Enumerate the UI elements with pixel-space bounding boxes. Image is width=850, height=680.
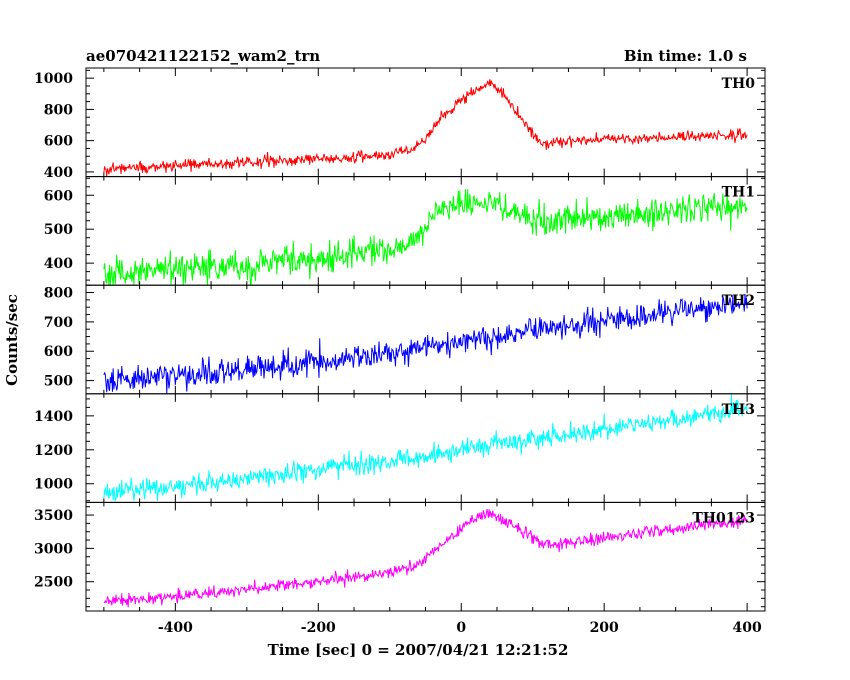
- y-tick-label: 3500: [34, 508, 73, 524]
- panel-th0: 400 600 800 1000 TH0: [34, 67, 766, 181]
- y-tick-label: 600: [44, 188, 73, 204]
- bin-time-label: Bin time: 1.0 s: [624, 47, 747, 65]
- panel-label: TH1: [722, 185, 755, 201]
- panel-label: TH3: [722, 402, 755, 418]
- y-tick-label: 2500: [34, 575, 73, 591]
- series-th1: [103, 189, 748, 286]
- y-tick-label: 1400: [34, 409, 73, 425]
- series-th0: [103, 79, 748, 177]
- panel-frame: [85, 176, 766, 286]
- series-th3: [103, 393, 748, 503]
- panel-label: TH0123: [692, 510, 755, 526]
- y-tick-label: 500: [44, 374, 73, 390]
- y-tick-label: 3000: [34, 541, 73, 557]
- chart-title: ae070421122152_wam2_trn: [86, 47, 320, 65]
- panel-frame: [85, 393, 766, 503]
- y-tick-label: 400: [44, 256, 73, 272]
- y-tick-label: 800: [44, 102, 73, 118]
- x-tick-label: -200: [301, 620, 336, 636]
- y-tick-label: 600: [44, 134, 73, 150]
- panel-label: TH0: [722, 76, 756, 92]
- panel-th1: 400 500 600 TH1: [44, 176, 766, 286]
- y-tick-label: 800: [44, 286, 73, 302]
- panels: 400 600 800 1000 TH0 400 500 600 TH1 500 600 700 800…: [34, 67, 766, 612]
- panel-th3: 1000 1200 1400 TH3: [34, 393, 766, 503]
- x-tick-label: 0: [456, 620, 466, 636]
- y-tick-label: 500: [44, 222, 73, 238]
- y-tick-label: 700: [44, 315, 73, 331]
- x-tick-label: -400: [158, 620, 193, 636]
- y-tick-label: 600: [44, 344, 73, 360]
- y-axis-label: Counts/sec: [3, 294, 21, 386]
- series-th2: [103, 293, 748, 394]
- panel-th0123: 2500 3000 3500 TH0123: [34, 501, 766, 612]
- y-tick-label: 1200: [34, 443, 73, 459]
- x-tick-labels: -400 -200 0 200 400: [158, 620, 762, 636]
- y-tick-label: 1000: [34, 71, 73, 87]
- y-tick-label: 400: [44, 165, 73, 181]
- x-tick-label: 200: [590, 620, 619, 636]
- x-axis-label: Time [sec] 0 = 2007/04/21 12:21:52: [268, 641, 569, 659]
- x-tick-label: 400: [733, 620, 762, 636]
- panel-label: TH2: [722, 293, 755, 309]
- y-tick-label: 1000: [34, 477, 73, 493]
- series-th0123: [103, 508, 748, 608]
- panel-th2: 500 600 700 800 TH2: [44, 284, 766, 395]
